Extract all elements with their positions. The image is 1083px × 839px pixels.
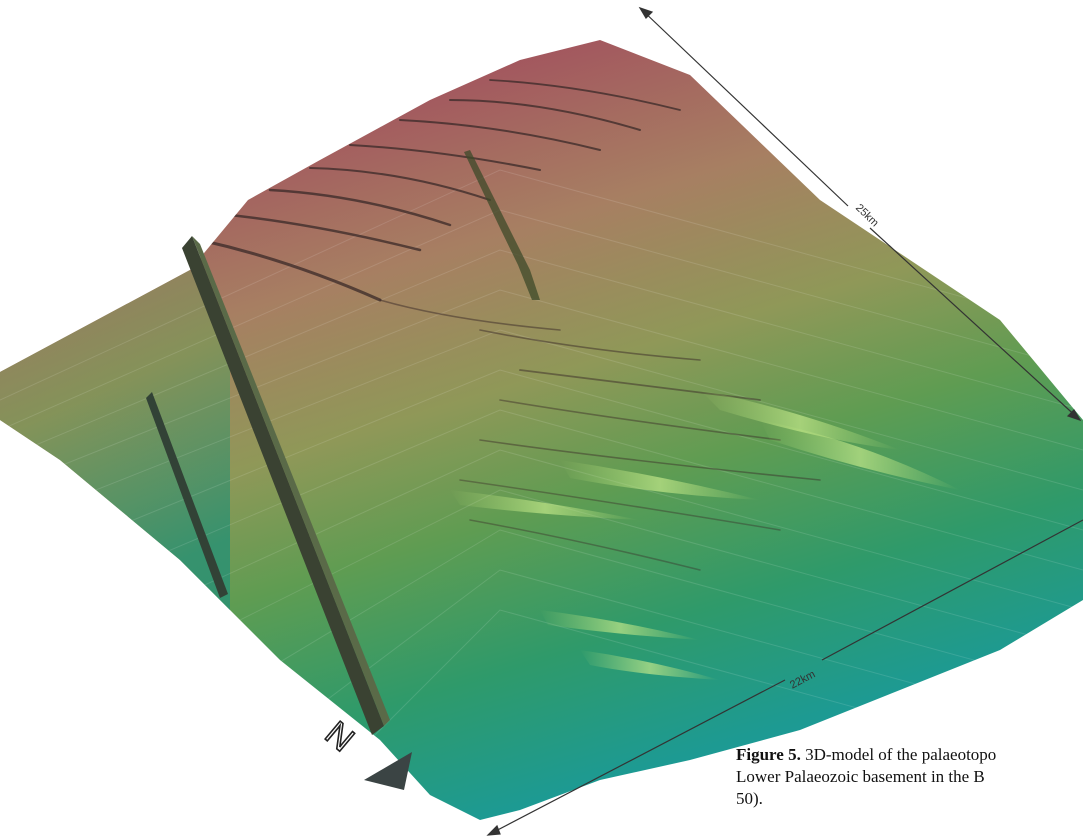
- caption-line-1: Figure 5. 3D-model of the palaeotopo: [736, 744, 1083, 766]
- slope-highlights: [450, 390, 960, 680]
- central-gully: [464, 150, 540, 300]
- caption-line-2: Lower Palaeozoic basement in the B: [736, 767, 985, 786]
- main-fault-face: [192, 236, 390, 726]
- ridge-lines: [198, 79, 821, 571]
- caption-line-3: 50).: [736, 789, 763, 808]
- arrowhead-icon: [486, 824, 501, 836]
- bottom-dimension-line: [486, 519, 1083, 836]
- right-dimension-line: [638, 6, 1082, 422]
- north-arrow-icon: [364, 752, 412, 790]
- caption-text-1: 3D-model of the palaeotopo: [800, 745, 997, 764]
- figure-number: Figure 5.: [736, 745, 801, 764]
- terrain-surface: [0, 40, 1083, 820]
- arrowhead-icon: [1066, 409, 1082, 422]
- north-label: N: [318, 714, 361, 759]
- terrain-left-slope: [0, 270, 230, 610]
- terrain-base: [0, 40, 1083, 820]
- minor-fault-wall: [146, 392, 228, 598]
- figure-caption: Figure 5. 3D-model of the palaeotopo Low…: [736, 744, 1083, 834]
- main-fault-wall: [182, 236, 384, 735]
- arrowhead-icon: [638, 6, 654, 19]
